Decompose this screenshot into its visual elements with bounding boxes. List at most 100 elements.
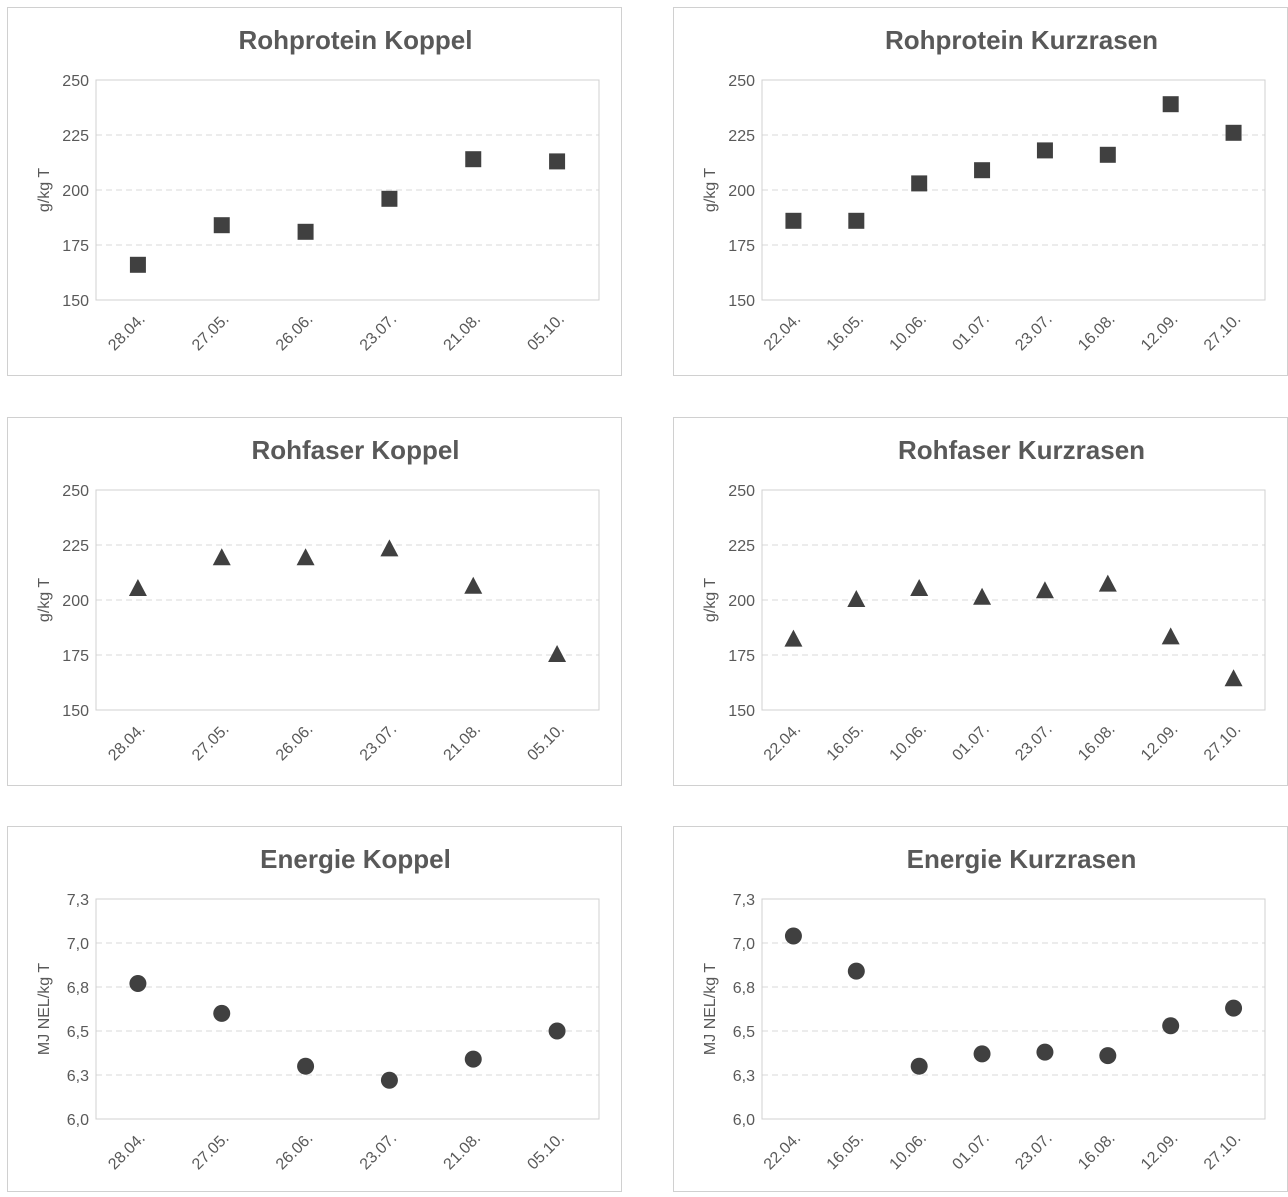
chart-panel-rohfaser-koppel: Rohfaser Koppel 150 175 200 225 250 g/kg T 28.0… <box>7 417 622 786</box>
data-point-square <box>549 153 566 170</box>
y-tick-label: 250 <box>62 483 89 500</box>
data-point-square <box>1036 142 1053 159</box>
chart-title: Energie Kurzrasen <box>907 844 1137 874</box>
data-point-square <box>297 223 314 240</box>
y-axis-label: g/kg T <box>702 168 719 212</box>
data-point-triangle <box>1224 669 1243 687</box>
data-point-square <box>129 256 146 273</box>
y-axis-label: g/kg T <box>36 578 53 622</box>
data-point-square <box>381 190 398 207</box>
data-point-circle <box>1225 999 1243 1017</box>
data-point-triangle <box>548 645 567 662</box>
chart-title: Rohprotein Kurzrasen <box>885 25 1158 55</box>
y-tick-label: 225 <box>62 538 89 555</box>
data-point-triangle <box>910 579 929 596</box>
data-point-square <box>1162 96 1179 113</box>
y-axis-label: MJ NEL/kg T <box>702 963 719 1055</box>
data-point-square <box>911 175 928 192</box>
data-point-circle <box>380 1071 398 1089</box>
data-point-circle <box>297 1057 315 1075</box>
chart-frame <box>673 826 1288 1192</box>
chart-svg: Energie Koppel 6,0 6,3 6,5 6,8 7,0 7,3 MJ NEL/k… <box>7 826 622 1192</box>
data-point-triangle <box>380 539 399 557</box>
data-point-triangle <box>212 548 231 566</box>
y-tick-label: 150 <box>728 293 755 310</box>
chart-svg: Energie Kurzrasen 6,0 6,3 6,5 6,8 7,0 7,3 MJ NE… <box>673 826 1288 1192</box>
y-tick-label: 150 <box>62 703 89 720</box>
data-point-square <box>1225 124 1242 141</box>
chart-title: Rohprotein Koppel <box>239 25 473 55</box>
data-point-circle <box>464 1050 482 1068</box>
data-point-triangle <box>1161 627 1180 645</box>
data-point-square <box>848 212 865 229</box>
chart-panel-rohprotein-kurzrasen: Rohprotein Kurzrasen 150 175 200 225 250 g/kg … <box>673 7 1288 376</box>
data-point-circle <box>1162 1017 1180 1035</box>
y-tick-label: 7,0 <box>733 936 755 953</box>
data-point-circle <box>784 927 802 945</box>
y-tick-label: 250 <box>728 483 755 500</box>
data-point-circle <box>910 1057 928 1075</box>
y-tick-label: 150 <box>62 293 89 310</box>
y-tick-label: 6,8 <box>733 980 755 997</box>
data-point-circle <box>973 1045 991 1063</box>
data-point-circle <box>548 1022 566 1040</box>
y-tick-label: 6,0 <box>67 1112 89 1129</box>
y-tick-label: 250 <box>728 73 755 90</box>
chart-title: Rohfaser Koppel <box>251 435 459 465</box>
y-tick-label: 6,3 <box>67 1068 89 1085</box>
data-point-triangle <box>464 576 483 594</box>
data-point-triangle <box>296 548 315 566</box>
y-tick-label: 6,3 <box>733 1068 755 1085</box>
data-point-square <box>465 151 482 168</box>
chart-frame <box>7 826 622 1192</box>
chart-panel-energie-kurzrasen: Energie Kurzrasen 6,0 6,3 6,5 6,8 7,0 7,3 MJ NE… <box>673 826 1288 1192</box>
y-tick-label: 200 <box>62 183 89 200</box>
y-axis-label: g/kg T <box>702 578 719 622</box>
data-point-circle <box>1099 1047 1117 1065</box>
data-point-triangle <box>847 590 866 607</box>
chart-panel-energie-koppel: Energie Koppel 6,0 6,3 6,5 6,8 7,0 7,3 MJ NEL/k… <box>7 826 622 1192</box>
data-point-circle <box>129 974 147 992</box>
y-tick-label: 175 <box>728 238 755 255</box>
y-axis-label: MJ NEL/kg T <box>36 963 53 1055</box>
data-point-triangle <box>128 579 147 596</box>
y-tick-label: 175 <box>62 648 89 665</box>
y-tick-label: 6,8 <box>67 980 89 997</box>
y-tick-label: 7,3 <box>733 892 755 909</box>
data-point-circle <box>213 1004 231 1022</box>
y-axis-label: g/kg T <box>36 168 53 212</box>
plot-area-border <box>761 79 1266 301</box>
chart-frame <box>673 7 1288 376</box>
y-tick-label: 200 <box>728 183 755 200</box>
plot-area-border <box>95 489 600 711</box>
data-point-triangle <box>784 629 803 647</box>
y-tick-label: 225 <box>728 128 755 145</box>
y-tick-label: 250 <box>62 73 89 90</box>
plot-area-border <box>761 489 1266 711</box>
data-point-triangle <box>973 587 992 605</box>
y-tick-label: 6,5 <box>67 1024 89 1041</box>
y-tick-label: 6,5 <box>733 1024 755 1041</box>
y-tick-label: 6,0 <box>733 1112 755 1129</box>
y-tick-label: 225 <box>728 538 755 555</box>
data-point-square <box>785 212 802 229</box>
y-tick-label: 175 <box>728 648 755 665</box>
chart-title: Energie Koppel <box>260 844 451 874</box>
y-tick-label: 225 <box>62 128 89 145</box>
plot-area-border <box>95 79 600 301</box>
data-point-triangle <box>1098 574 1117 592</box>
plot-area-border <box>761 898 1266 1120</box>
y-tick-label: 175 <box>62 238 89 255</box>
data-point-triangle <box>1035 581 1054 599</box>
chart-panel-rohprotein-koppel: Rohprotein Koppel 150 175 200 225 250 g/kg T 28… <box>7 7 622 376</box>
y-tick-label: 200 <box>728 593 755 610</box>
data-point-square <box>1099 146 1116 163</box>
data-point-circle <box>1036 1043 1054 1061</box>
y-tick-label: 150 <box>728 703 755 720</box>
y-tick-label: 7,0 <box>67 936 89 953</box>
y-tick-label: 200 <box>62 593 89 610</box>
